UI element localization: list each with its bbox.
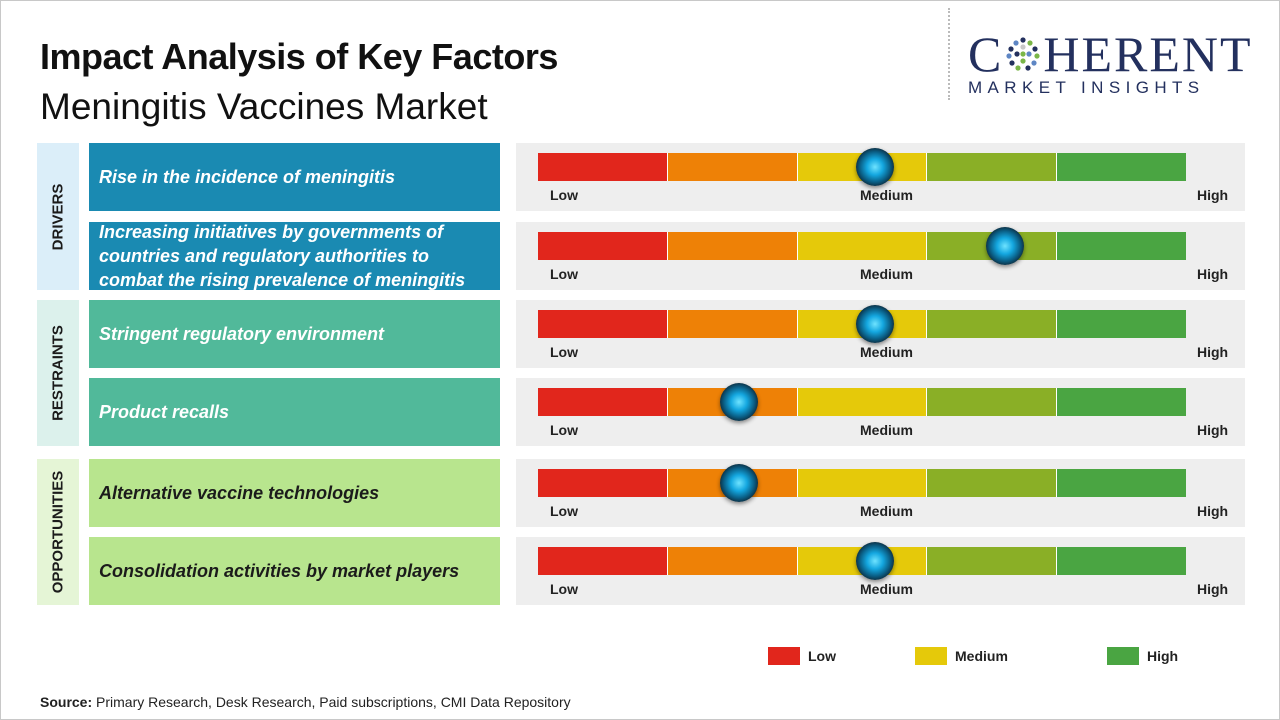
gauge-segment [538, 232, 668, 260]
gauge-panel: Low Medium High [516, 378, 1245, 446]
gauge-segment [927, 469, 1058, 497]
gauge-scale-label-medium: Medium [860, 187, 913, 203]
factor-label: Stringent regulatory environment [89, 300, 500, 368]
gauge-segment [538, 469, 668, 497]
gauge-segment [1057, 388, 1186, 416]
gauge-segment [538, 310, 668, 338]
source-note: Source: Primary Research, Desk Research,… [40, 694, 571, 710]
gauge-scale-label-low: Low [550, 503, 578, 519]
gauge-scale-label-high: High [1197, 503, 1229, 519]
impact-marker [855, 542, 894, 580]
gauge-segment [1057, 310, 1186, 338]
factor-label: Product recalls [89, 378, 500, 446]
category-band-restraints: RESTRAINTS [37, 300, 79, 446]
logo-dots-icon [1006, 37, 1040, 71]
legend-swatch [915, 647, 947, 665]
impact-gauge [538, 232, 1186, 260]
gauge-segment [667, 547, 798, 575]
gauge-scale-label-medium: Medium [860, 503, 913, 519]
gauge-scale-label-low: Low [550, 422, 578, 438]
gauge-scale-label-low: Low [550, 266, 578, 282]
gauge-segment [667, 232, 798, 260]
category-label: DRIVERS [49, 183, 67, 250]
gauge-scale-label-high: High [1197, 581, 1229, 597]
chart-subtitle: Meningitis Vaccines Market [40, 86, 488, 127]
logo-divider [948, 8, 950, 100]
gauge-scale-label-low: Low [550, 187, 578, 203]
category-label: OPPORTUNITIES [49, 470, 67, 594]
gauge-segment [1057, 469, 1186, 497]
impact-marker [855, 148, 894, 186]
gauge-scale-label-high: High [1197, 422, 1229, 438]
chart-title: Impact Analysis of Key Factors [40, 36, 558, 77]
gauge-scale-label-medium: Medium [860, 422, 913, 438]
gauge-segment [797, 388, 928, 416]
gauge-scale-label-medium: Medium [860, 581, 913, 597]
category-label: RESTRAINTS [49, 325, 67, 421]
gauge-scale-label-high: High [1197, 266, 1229, 282]
gauge-segment [797, 469, 928, 497]
logo-tagline: MARKET INSIGHTS [968, 78, 1205, 97]
gauge-segment [927, 153, 1058, 181]
factor-label: Consolidation activities by market playe… [89, 537, 500, 605]
gauge-scale-label-high: High [1197, 187, 1229, 203]
gauge-segment [1057, 547, 1186, 575]
factor-label: Alternative vaccine technologies [89, 459, 500, 527]
gauge-scale-label-low: Low [550, 344, 578, 360]
legend-label: Low [808, 648, 836, 664]
gauge-panel: Low Medium High [516, 459, 1245, 527]
gauge-segment [538, 388, 668, 416]
gauge-scale-label-high: High [1197, 344, 1229, 360]
gauge-panel: Low Medium High [516, 300, 1245, 368]
company-logo: C HERENT MARKET INSIGHTS [968, 28, 1268, 98]
gauge-scale-label-medium: Medium [860, 266, 913, 282]
impact-marker [985, 227, 1024, 265]
gauge-segment [667, 153, 798, 181]
impact-marker [719, 383, 758, 421]
legend-label: High [1147, 648, 1179, 664]
gauge-segment [927, 547, 1058, 575]
gauge-segment [1057, 232, 1186, 260]
gauge-scale-label-medium: Medium [860, 344, 913, 360]
category-band-opportunities: OPPORTUNITIES [37, 459, 79, 605]
impact-marker [719, 464, 758, 502]
gauge-segment [927, 310, 1058, 338]
legend-label: Medium [955, 648, 1008, 664]
factor-label: Increasing initiatives by governments of… [89, 222, 500, 290]
gauge-segment [667, 310, 798, 338]
impact-gauge [538, 388, 1186, 416]
impact-gauge [538, 469, 1186, 497]
impact-gauge [538, 153, 1186, 181]
gauge-segment [927, 388, 1058, 416]
gauge-segment [538, 153, 668, 181]
gauge-segment [797, 232, 928, 260]
gauge-scale-label-low: Low [550, 581, 578, 597]
legend-swatch [768, 647, 800, 665]
category-band-drivers: DRIVERS [37, 143, 79, 290]
gauge-panel: Low Medium High [516, 537, 1245, 605]
legend-swatch [1107, 647, 1139, 665]
gauge-panel: Low Medium High [516, 143, 1245, 211]
gauge-segment [538, 547, 668, 575]
impact-marker [855, 305, 894, 343]
logo-wordmark: C HERENT [968, 26, 1253, 82]
gauge-panel: Low Medium High [516, 222, 1245, 290]
factor-label: Rise in the incidence of meningitis [89, 143, 500, 211]
gauge-segment [1057, 153, 1186, 181]
